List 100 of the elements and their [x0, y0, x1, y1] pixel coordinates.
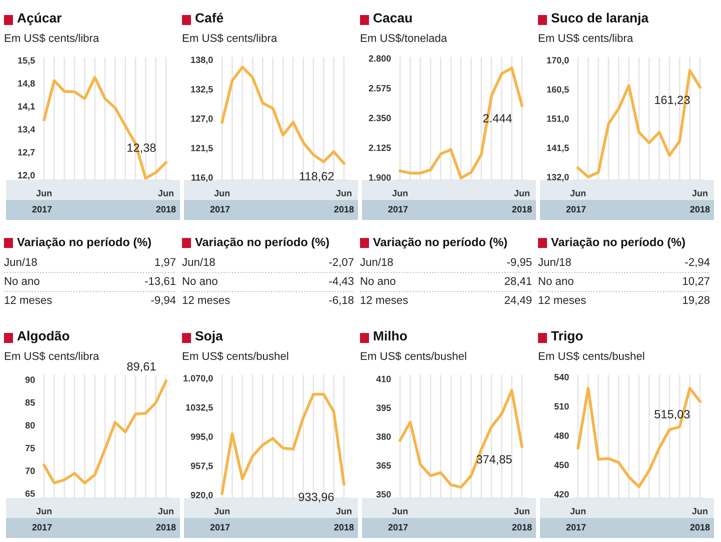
chart-title: Suco de laranja — [551, 12, 649, 26]
y-tick-label: 2.125 — [368, 144, 391, 151]
x-tick-label: Jun — [36, 190, 52, 196]
chart-subtitle: Em US$ cents/libra — [182, 34, 278, 43]
chart-subtitle: Em US$ cents/libra — [4, 34, 100, 43]
y-tick-label: 540 — [554, 374, 569, 380]
x-tick-label: Jun — [514, 508, 530, 514]
y-tick-label: 138,0 — [191, 56, 213, 64]
line-series — [398, 66, 524, 180]
y-tick-label: 12,0 — [18, 172, 35, 180]
category-label: Jun/18 — [538, 258, 571, 266]
y-tick-label: 121,5 — [191, 144, 213, 153]
data-label: 118,62 — [300, 172, 334, 182]
y-tick-label: 160,5 — [547, 86, 569, 94]
text: 2017 — [210, 206, 230, 212]
y-tick-label: 127,0 — [191, 115, 213, 124]
text: -2,07 — [329, 258, 354, 268]
x-tick-label: Jun — [692, 190, 708, 196]
x-tick-label: Jun — [392, 190, 408, 196]
text: 2018 — [156, 206, 176, 212]
y-tick-label: 1032,5 — [186, 404, 213, 412]
data-label: 89,61 — [127, 362, 156, 372]
y-tick-label: 14,1 — [18, 103, 35, 111]
y-tick-label: 141,5 — [547, 144, 569, 152]
y-tick-label: 2.350 — [368, 114, 391, 122]
category-label: 12 meses — [360, 296, 408, 304]
y-tick-label: 410 — [376, 376, 391, 382]
category-label: No ano — [538, 277, 574, 285]
y-tick-label: 70 — [25, 468, 35, 474]
category-label: Jun/18 — [4, 258, 37, 266]
text: Variação no período (%) — [551, 237, 685, 249]
y-tick-label: 85 — [25, 399, 35, 406]
text: 24,49 — [504, 296, 532, 306]
line-series — [220, 66, 346, 165]
text: 2017 — [388, 206, 408, 212]
y-tick-label: 132,5 — [191, 86, 213, 94]
chart-subtitle: Em US$ cents/libra — [538, 34, 634, 43]
y-tick-label: 2.800 — [368, 55, 391, 62]
x-tick-label: Jun — [158, 190, 174, 196]
line-series — [398, 388, 524, 489]
text: 2018 — [512, 524, 532, 530]
text: 2018 — [690, 524, 710, 530]
line-series — [42, 76, 168, 180]
text: Variação no período (%) — [17, 237, 151, 249]
chart-title: Milho — [374, 330, 407, 341]
text: 2017 — [388, 524, 408, 530]
text: 2017 — [210, 524, 230, 530]
text: 2018 — [690, 206, 710, 212]
category-label: Jun/18 — [182, 258, 215, 266]
y-tick-label: 395 — [376, 404, 391, 412]
x-tick-label: Jun — [570, 190, 586, 196]
y-tick-label: 1.900 — [369, 174, 391, 181]
x-tick-label: Jun — [692, 508, 708, 514]
y-tick-label: 13,4 — [18, 126, 36, 134]
x-tick-label: Jun — [514, 190, 530, 196]
text: -9,95 — [507, 258, 532, 268]
text: 2018 — [512, 206, 532, 212]
text: Variação no período (%) — [373, 237, 507, 249]
y-tick-label: 116,0 — [192, 174, 213, 182]
y-tick-label: 12,7 — [18, 149, 35, 157]
data-label: 933,96 — [298, 492, 334, 502]
category-label: No ano — [360, 277, 396, 285]
chart-title: Trigo — [551, 330, 583, 344]
chart-title: Cacau — [374, 13, 412, 23]
y-tick-label: 14,8 — [18, 80, 35, 88]
text: -6,18 — [329, 296, 354, 306]
x-tick-label: Jun — [570, 508, 586, 514]
line-series — [42, 380, 168, 484]
text: -2,94 — [685, 258, 710, 268]
category-label: 12 meses — [4, 296, 52, 304]
text: 28,41 — [504, 277, 532, 286]
x-tick-label: Jun — [214, 508, 230, 514]
x-tick-label: Jun — [214, 190, 230, 196]
chart-subtitle: Em US$ cents/bushel — [182, 352, 288, 361]
text: 19,28 — [683, 296, 710, 306]
chart-title: Açúcar — [17, 12, 62, 26]
y-tick-label: 65 — [25, 490, 35, 497]
category-label: No ano — [182, 277, 218, 285]
x-tick-label: Jun — [392, 508, 408, 514]
text: -9,94 — [151, 296, 176, 306]
category-label: 12 meses — [538, 296, 586, 304]
text: 1,97 — [155, 258, 176, 268]
chart-subtitle: Em US$/tonelada — [360, 34, 448, 43]
line-series — [576, 69, 702, 178]
y-tick-label: 365 — [376, 462, 391, 469]
y-tick-label: 90 — [25, 376, 35, 383]
chart-subtitle: Em US$ cents/libra — [4, 352, 100, 361]
y-tick-label: 480 — [554, 432, 569, 439]
x-tick-label: Jun — [36, 508, 52, 514]
chart-title: Algodão — [17, 330, 70, 344]
text: 2018 — [334, 524, 354, 530]
x-tick-label: Jun — [336, 190, 352, 196]
text: -13,61 — [144, 277, 176, 286]
text: 2017 — [32, 524, 52, 530]
y-tick-label: 170,0 — [547, 57, 569, 65]
category-label: No ano — [4, 277, 40, 285]
line-series — [576, 386, 702, 488]
y-tick-label: 132,0 — [547, 174, 569, 182]
y-tick-label: 995,0 — [190, 433, 213, 442]
category-label: 12 meses — [182, 296, 230, 304]
